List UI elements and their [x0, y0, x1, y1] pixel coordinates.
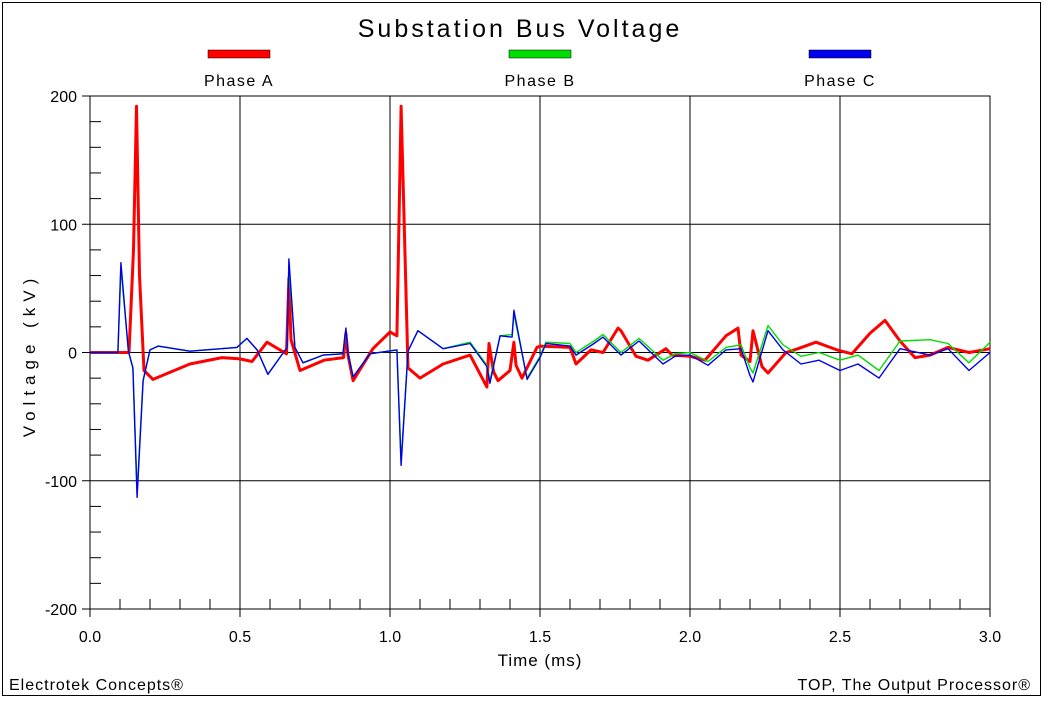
- footer-right: TOP, The Output Processor®: [798, 677, 1031, 694]
- series-line-phase-a: [90, 104, 991, 389]
- x-tick-label: 1.0: [379, 629, 401, 646]
- x-tick-label: 0.5: [229, 629, 251, 646]
- footer-left: Electrotek Concepts®: [9, 677, 184, 694]
- legend-swatch: [808, 49, 872, 59]
- legend-label: Phase C: [804, 73, 876, 90]
- x-axis-label: Time (ms): [498, 651, 583, 670]
- series-lines: [90, 104, 991, 499]
- chart-title: Substation Bus Voltage: [358, 15, 683, 43]
- y-tick-label: -200: [45, 602, 77, 619]
- series-line-phase-c: [90, 258, 991, 499]
- y-axis-label: Voltage (kV): [20, 273, 39, 438]
- y-tick-label: -100: [45, 474, 77, 491]
- x-tick-label: 2.0: [679, 629, 701, 646]
- legend-swatch: [207, 49, 271, 59]
- y-tick-label: 100: [50, 217, 77, 234]
- x-tick-label: 3.0: [979, 629, 1001, 646]
- y-tick-label: 200: [50, 89, 77, 106]
- y-tick-label: 0: [68, 346, 77, 363]
- legend: Phase A Phase B Phase C: [204, 49, 876, 90]
- x-tick-label: 2.5: [829, 629, 851, 646]
- legend-label: Phase B: [505, 73, 576, 90]
- legend-label: Phase A: [204, 73, 274, 90]
- legend-swatch: [508, 49, 572, 59]
- x-tick-label: 0.0: [79, 629, 101, 646]
- x-tick-label: 1.5: [529, 629, 551, 646]
